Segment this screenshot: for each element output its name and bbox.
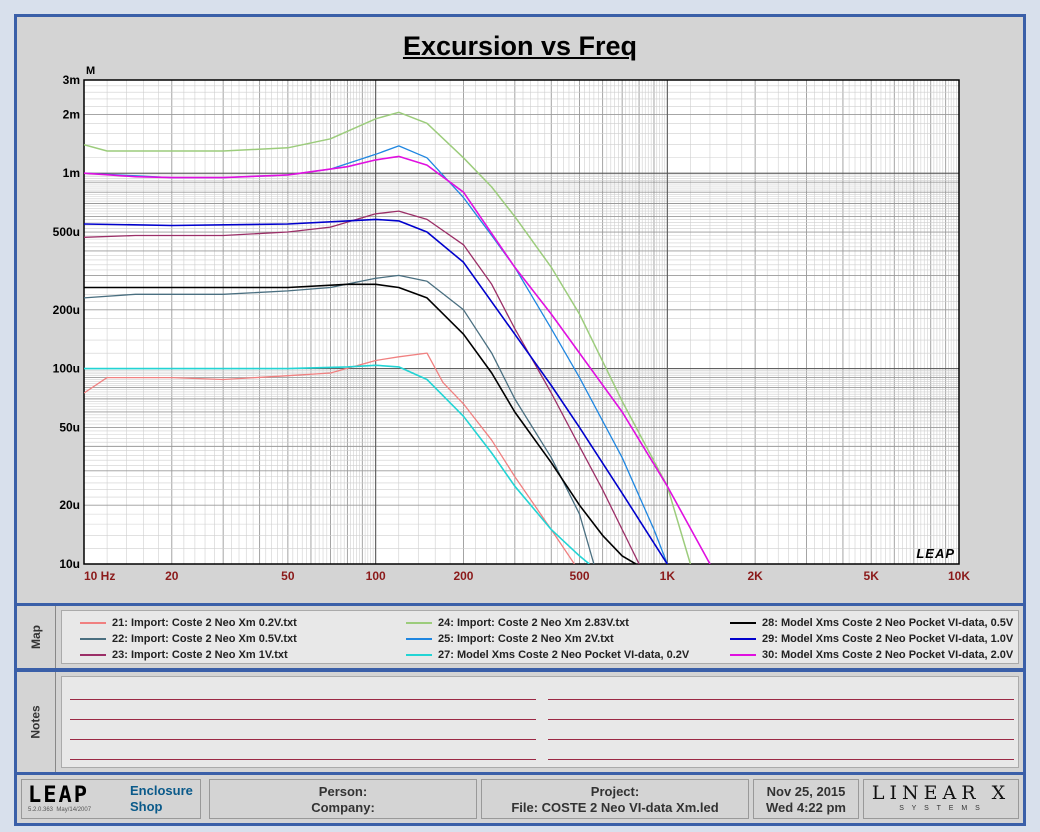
series-line-6 [84,364,590,564]
note-line [70,759,536,760]
chart-panel: Excursion vs Freq 10 Hz 20 50 100 200 500 1K 2K… [14,14,1026,606]
x-tick-label: 50 [281,569,295,583]
app-name: Enclosure Shop [130,783,193,815]
x-tick-label: 5K [864,569,880,583]
legend-item: 23: Import: Coste 2 Neo Xm 1V.txt [80,649,288,661]
legend-swatch [406,638,432,640]
series-line-7 [84,283,637,564]
notes-side-label: Notes [17,672,56,772]
y-tick-label: 2m [63,107,80,121]
y-tick-label: 20u [59,498,80,512]
leap-logo: LEAP [28,783,89,808]
x-tick-label: 20 [165,569,179,583]
y-tick-label: 1m [63,166,80,180]
series-line-9 [84,155,711,564]
linearx-systems: S Y S T E M S [899,805,983,812]
legend-label: 27: Model Xms Coste 2 Neo Pocket VI-data… [438,649,690,661]
y-tick-label: 500u [53,225,80,239]
x-tick-label: 2K [747,569,763,583]
leap-watermark: LEAP [916,546,955,561]
version-date: May/14/2007 [56,807,92,813]
app-name-line1: Enclosure [130,783,193,798]
legend-swatch [730,638,756,640]
x-tick-label: 100 [366,569,386,583]
series-line-8 [84,218,668,564]
legend-item: 28: Model Xms Coste 2 Neo Pocket VI-data… [730,617,1013,629]
legend-swatch [730,654,756,656]
legend-item: 30: Model Xms Coste 2 Neo Pocket VI-data… [730,649,1013,661]
map-side-label: Map [17,606,56,668]
legend-label: 28: Model Xms Coste 2 Neo Pocket VI-data… [762,617,1014,629]
legend-label: 25: Import: Coste 2 Neo Xm 2V.txt [438,633,614,645]
linearx-logo: LINEAR X [871,782,1011,804]
y-tick-label: 200u [53,303,80,317]
legend-item: 24: Import: Coste 2 Neo Xm 2.83V.txt [406,617,629,629]
legend-label: 30: Model Xms Coste 2 Neo Pocket VI-data… [762,649,1014,661]
note-line [70,699,536,700]
legend-item: 21: Import: Coste 2 Neo Xm 0.2V.txt [80,617,297,629]
plot-border [83,79,960,565]
linearx-logo-box: LINEAR X S Y S T E M S [863,779,1019,819]
excursion-chart: 10 Hz 20 50 100 200 500 1K 2K 5K 10K 3m 2m 1m 500u 200… [53,65,971,583]
legend-label: 29: Model Xms Coste 2 Neo Pocket VI-data… [762,633,1014,645]
series-line-3 [84,210,640,564]
x-tick-label: 1K [660,569,676,583]
y-tick-label: 3m [63,73,80,87]
app-name-line2: Shop [130,799,163,814]
notes-label: Notes [29,705,43,739]
series-line-1 [84,352,575,564]
legend-swatch [406,622,432,624]
legend-swatch [80,622,106,624]
company-label: Company: [311,800,375,815]
version-text: 5.2.0.363 May/14/2007 [28,807,91,813]
person-box: Person: Company: [209,779,477,819]
legend-swatch [80,654,106,656]
note-line [548,719,1014,720]
y-tick-label: 10u [59,557,80,571]
leap-logo-box: LEAP 5.2.0.363 May/14/2007 Enclosure Sho… [21,779,201,819]
note-line [548,759,1014,760]
note-line [548,739,1014,740]
file-label: File: COSTE 2 Neo VI-data Xm.led [511,800,719,815]
version-number: 5.2.0.363 [28,807,54,813]
map-label: Map [29,625,43,649]
note-line [70,739,536,740]
legend-item: 27: Model Xms Coste 2 Neo Pocket VI-data… [406,649,689,661]
y-tick-label: 50u [59,420,80,434]
chart-title: Excursion vs Freq [402,31,638,61]
date-text: Nov 25, 2015 [766,784,846,799]
legend-label: 24: Import: Coste 2 Neo Xm 2.83V.txt [438,617,629,629]
person-label: Person: [318,784,368,799]
date-box: Nov 25, 2015 Wed 4:22 pm [753,779,859,819]
series-line-2 [84,274,595,564]
x-tick-label: 500 [570,569,590,583]
x-tick-label: 10K [948,569,970,583]
legend-item: 25: Import: Coste 2 Neo Xm 2V.txt [406,633,614,645]
legend-swatch [406,654,432,656]
x-tick-label: 200 [453,569,473,583]
map-panel: Map 21: Import: Coste 2 Neo Xm 0.2V.txt 2… [14,603,1026,671]
series-line-4 [84,111,692,564]
legend-swatch [730,622,756,624]
legend-label: 23: Import: Coste 2 Neo Xm 1V.txt [112,649,288,661]
plot-area [84,80,959,564]
notes-panel: Notes [14,669,1026,775]
note-line [548,699,1014,700]
legend: 21: Import: Coste 2 Neo Xm 0.2V.txt 22: I… [61,610,1019,664]
time-text: Wed 4:22 pm [766,800,846,815]
notes-area[interactable] [61,676,1019,768]
y-axis-label: M [86,65,95,77]
x-tick-label: 10 Hz [84,569,115,583]
legend-swatch [80,638,106,640]
legend-label: 21: Import: Coste 2 Neo Xm 0.2V.txt [112,617,297,629]
y-tick-label: 100u [53,362,80,376]
footer-panel: LEAP 5.2.0.363 May/14/2007 Enclosure Sho… [14,772,1026,826]
legend-item: 22: Import: Coste 2 Neo Xm 0.5V.txt [80,633,297,645]
legend-label: 22: Import: Coste 2 Neo Xm 0.5V.txt [112,633,297,645]
legend-item: 29: Model Xms Coste 2 Neo Pocket VI-data… [730,633,1013,645]
project-box: Project: File: COSTE 2 Neo VI-data Xm.le… [481,779,749,819]
note-line [70,719,536,720]
project-label: Project: [590,784,640,799]
